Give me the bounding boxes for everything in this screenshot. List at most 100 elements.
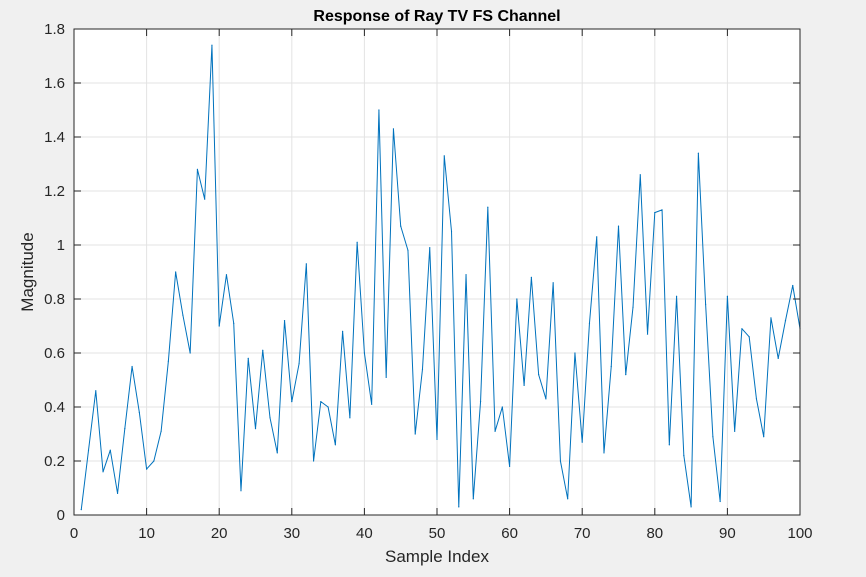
data-point	[153, 460, 155, 462]
x-tick-label: 60	[501, 525, 518, 542]
data-point	[342, 330, 344, 332]
data-point	[705, 303, 707, 305]
data-point	[421, 368, 424, 370]
data-point	[167, 360, 169, 362]
data-point	[182, 314, 184, 316]
data-point	[668, 444, 670, 446]
y-tick-label: 1.2	[44, 183, 65, 200]
data-point	[741, 328, 743, 330]
x-tick-label: 70	[574, 525, 591, 542]
data-point	[87, 449, 90, 451]
data-point	[356, 241, 358, 243]
data-point	[632, 306, 634, 308]
data-point	[603, 452, 605, 454]
data-point	[175, 271, 177, 273]
data-point	[625, 374, 627, 376]
data-point	[726, 295, 729, 297]
data-point	[494, 430, 496, 432]
data-point	[755, 398, 758, 400]
data-point	[196, 168, 199, 170]
data-point	[654, 212, 656, 214]
data-point	[320, 401, 322, 403]
data-point	[472, 498, 474, 500]
chart-title: Response of Ray TV FS Channel	[313, 8, 560, 25]
data-point	[262, 349, 264, 351]
series-line	[80, 44, 801, 510]
data-point	[363, 352, 365, 354]
x-tick-label: 80	[646, 525, 663, 542]
data-point	[392, 128, 395, 130]
x-tick-label: 0	[70, 525, 78, 542]
data-point	[276, 452, 278, 454]
data-point	[697, 152, 699, 154]
data-point	[690, 506, 692, 508]
data-point	[95, 390, 97, 392]
x-tick-label: 100	[787, 525, 812, 542]
data-point	[516, 298, 518, 300]
data-point	[414, 433, 416, 435]
data-point	[617, 225, 620, 227]
x-tick-label: 90	[719, 525, 736, 542]
data-point	[661, 209, 663, 211]
data-point	[574, 352, 576, 354]
data-point	[552, 282, 554, 284]
x-tick-label: 10	[138, 525, 155, 542]
x-tick-label: 30	[283, 525, 300, 542]
grid	[74, 29, 800, 515]
data-point	[116, 492, 119, 494]
data-point	[131, 365, 133, 368]
data-point	[102, 471, 104, 473]
data-point	[225, 274, 228, 276]
data-point	[683, 455, 685, 457]
data-point	[254, 428, 257, 430]
data-point	[734, 430, 736, 432]
data-point	[763, 436, 765, 438]
data-point	[538, 374, 540, 376]
x-tick-label: 20	[211, 525, 228, 542]
data-point	[465, 274, 467, 276]
y-tick-label: 0.4	[44, 399, 65, 416]
data-point	[327, 406, 329, 408]
data-point	[218, 325, 220, 327]
y-axis-label: Magnitude	[18, 232, 37, 311]
data-point	[639, 174, 641, 176]
data-point	[501, 406, 503, 408]
data-point	[371, 403, 373, 405]
data-point	[312, 460, 315, 462]
data-point	[581, 441, 583, 443]
x-tick-labels: 0 10 20 30 40 50 60 70 80 90 100	[70, 525, 813, 542]
data-point	[719, 500, 721, 503]
data-point	[545, 398, 547, 400]
data-point	[283, 320, 286, 322]
data-point	[138, 411, 140, 413]
data-point	[189, 352, 191, 354]
data-point	[509, 465, 511, 467]
data-point	[646, 333, 649, 335]
y-tick-label: 1.8	[44, 21, 65, 38]
data-point	[291, 401, 293, 403]
data-point	[233, 322, 235, 324]
data-point	[146, 468, 148, 470]
data-point	[109, 449, 111, 451]
data-point	[80, 509, 82, 511]
data-point	[458, 506, 460, 508]
data-point	[269, 417, 271, 419]
data-point	[124, 428, 126, 430]
data-point	[305, 263, 307, 265]
data-point	[530, 276, 532, 278]
data-point	[204, 198, 206, 200]
y-tick-labels: 0 0.2 0.4 0.6 0.8 1 1.2 1.4 1.6 1.8	[44, 21, 65, 524]
y-tick-label: 0.8	[44, 291, 65, 308]
data-point	[443, 155, 445, 157]
ticks	[73, 28, 801, 516]
data-point	[247, 357, 249, 359]
y-tick-label: 1.4	[44, 129, 65, 146]
data-point	[567, 498, 569, 500]
data-point	[479, 401, 482, 403]
x-tick-label: 50	[429, 525, 446, 542]
y-tick-label: 0	[57, 507, 65, 524]
data-point	[160, 430, 162, 432]
data-point	[487, 206, 489, 208]
